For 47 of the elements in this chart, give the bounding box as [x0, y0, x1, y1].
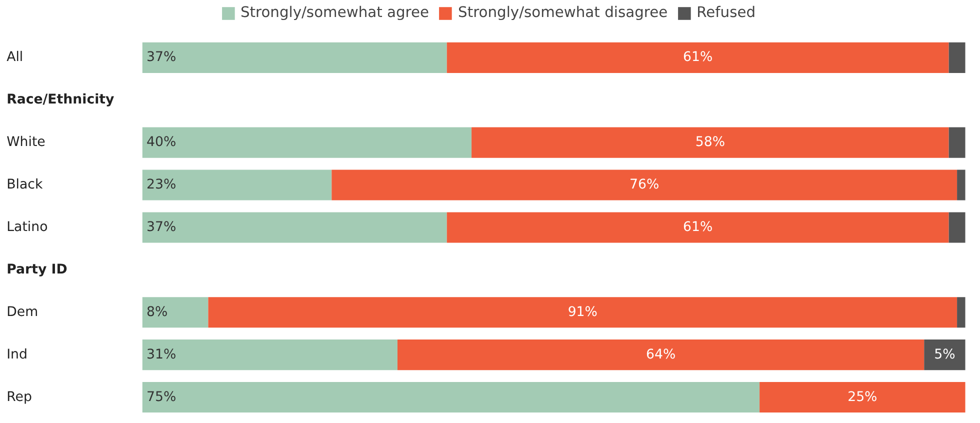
- bar: [957, 297, 966, 328]
- y-tick-label: Dem: [6, 304, 38, 320]
- bar: [924, 340, 966, 370]
- legend-label: Strongly/somewhat disagree: [458, 4, 668, 21]
- bar: [948, 42, 966, 73]
- bar: [142, 340, 398, 370]
- y-tick-label: Party ID: [6, 262, 68, 278]
- data-label: 76%: [630, 178, 660, 193]
- data-label: 5%: [934, 347, 956, 362]
- bar: [208, 297, 958, 328]
- y-tick-label: All: [6, 50, 24, 66]
- y-tick-label: Black: [6, 178, 43, 193]
- data-label: 75%: [146, 390, 176, 405]
- y-tick-label: Latino: [6, 220, 48, 235]
- bar: [332, 170, 958, 200]
- bar: [446, 42, 949, 73]
- data-label: 25%: [848, 390, 878, 405]
- y-tick-label: White: [6, 135, 46, 150]
- bar: [142, 297, 208, 328]
- bar: [397, 340, 924, 370]
- data-label: 23%: [146, 178, 176, 193]
- data-label: 37%: [146, 220, 176, 235]
- bar: [957, 170, 966, 200]
- y-tick-label: Ind: [6, 347, 28, 362]
- legend-label: Refused: [696, 4, 756, 21]
- legend-label: Strongly/somewhat agree: [240, 4, 430, 21]
- data-label: 61%: [683, 220, 713, 235]
- bar: [142, 42, 447, 73]
- data-label: 37%: [146, 50, 176, 66]
- bar: [142, 212, 447, 243]
- data-label: 61%: [683, 50, 713, 66]
- y-tick-label: Rep: [6, 390, 32, 405]
- data-label: 64%: [646, 347, 676, 362]
- bar: [446, 212, 949, 243]
- data-label: 91%: [568, 304, 598, 320]
- bar: [142, 127, 472, 158]
- bar: [948, 212, 966, 243]
- bar: [142, 170, 332, 200]
- data-label: 58%: [695, 135, 725, 150]
- data-label: 8%: [146, 304, 168, 320]
- bar: [142, 382, 760, 413]
- data-label: 31%: [146, 347, 176, 362]
- y-tick-label: Race/Ethnicity: [6, 92, 115, 108]
- bar: [472, 127, 949, 158]
- data-label: 40%: [146, 135, 176, 150]
- bar: [948, 127, 966, 158]
- bar: [760, 382, 966, 413]
